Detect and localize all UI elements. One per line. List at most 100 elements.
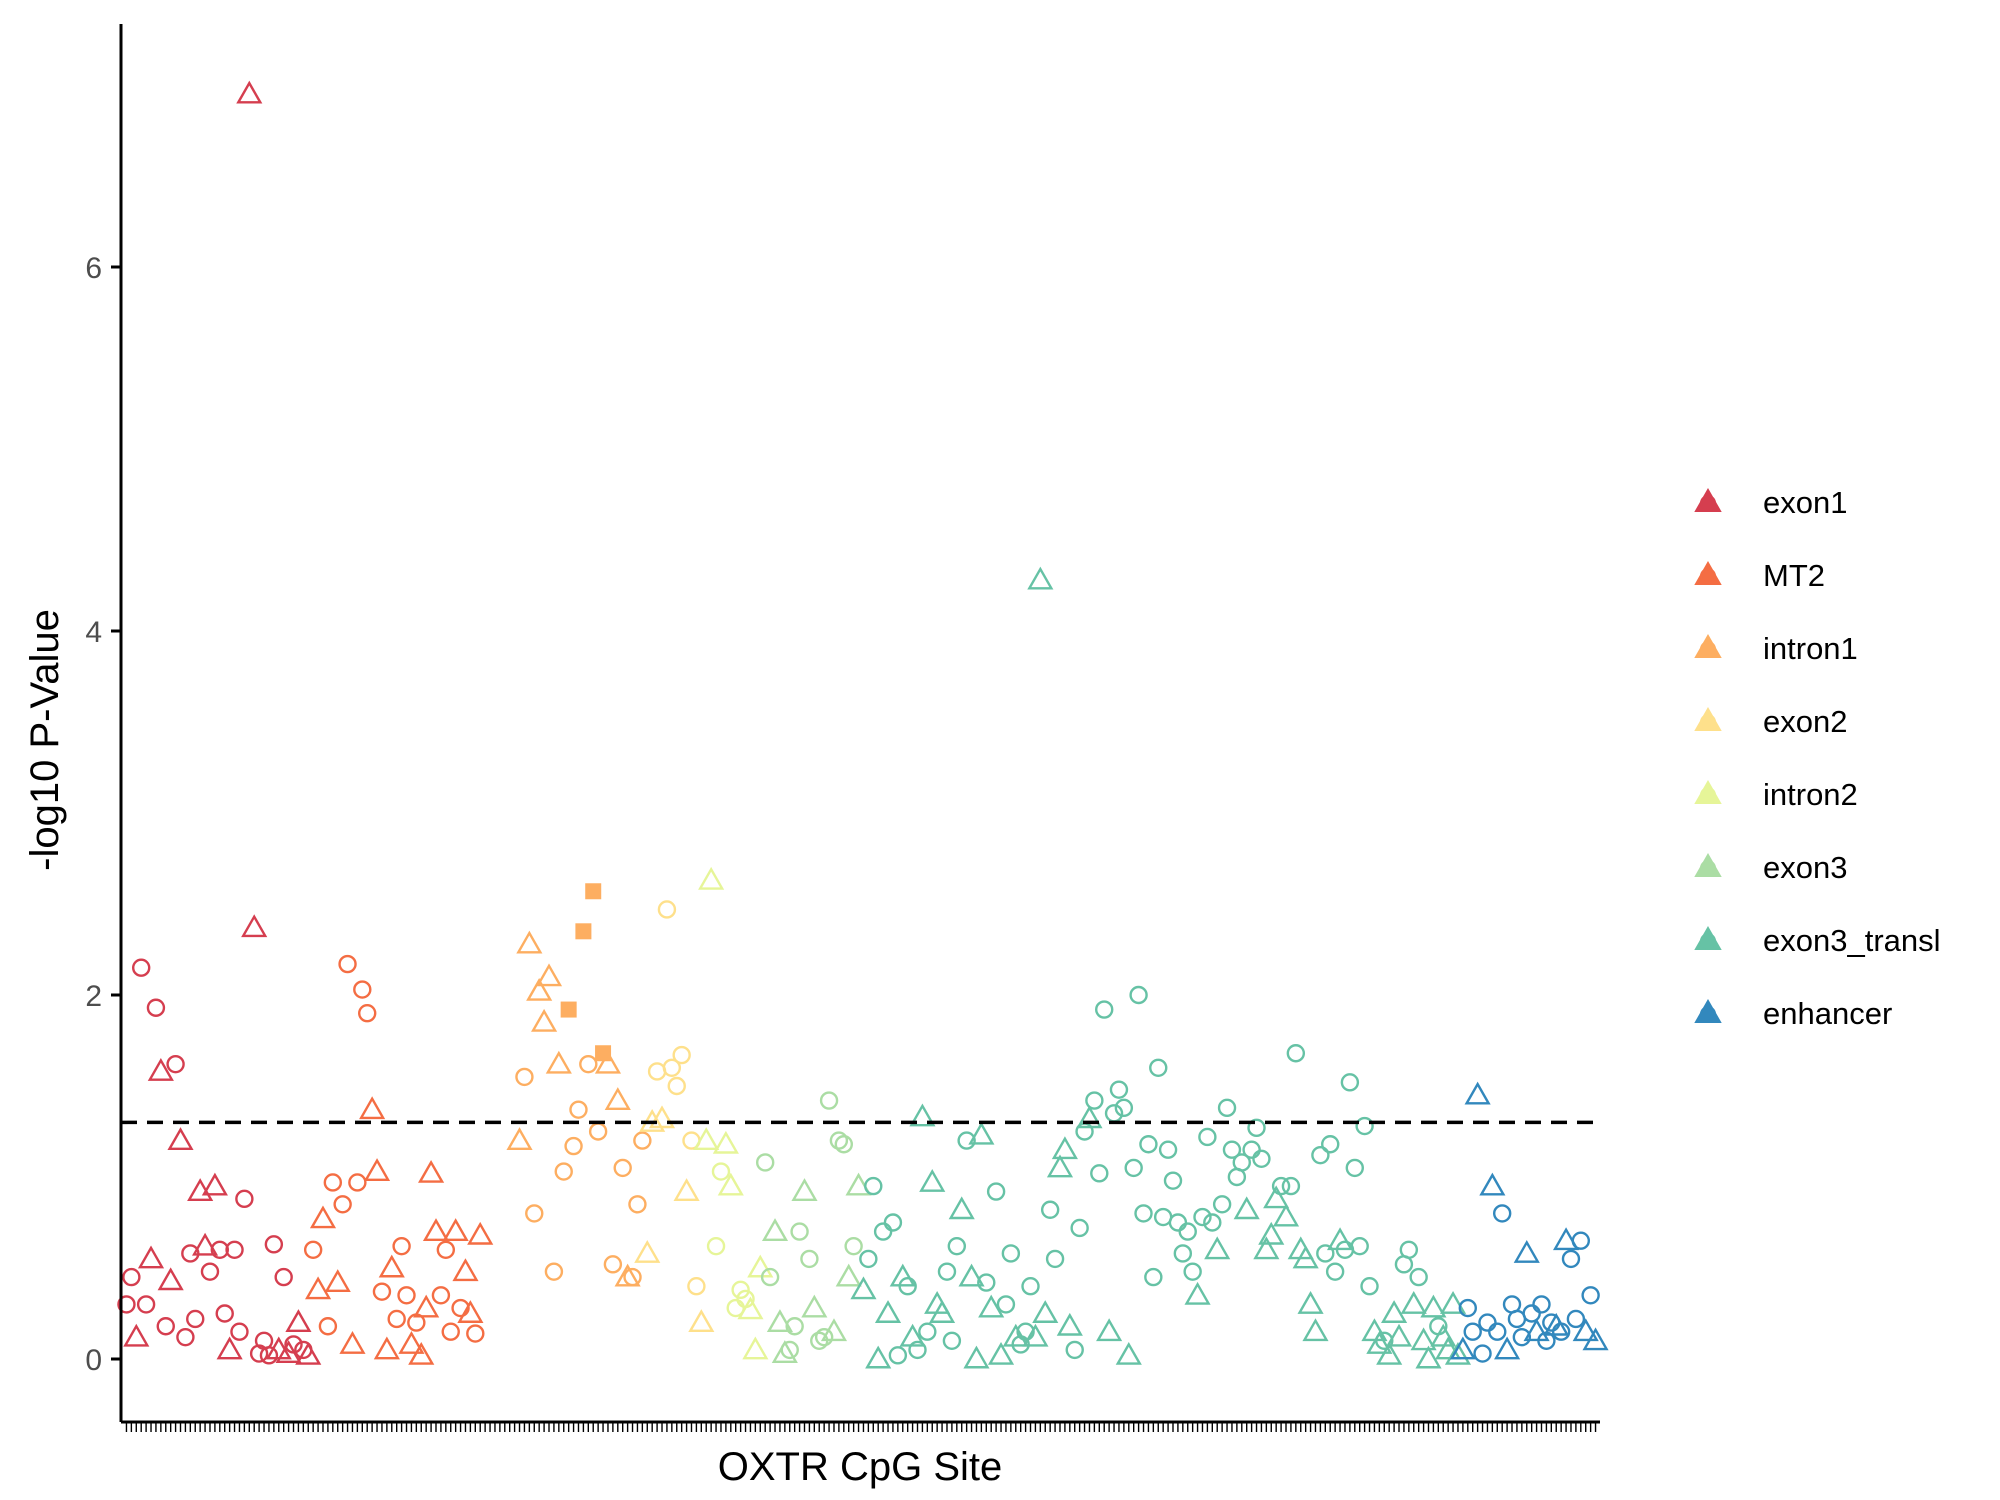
data-point-circle <box>647 1062 667 1081</box>
data-point-triangle <box>1297 1290 1324 1314</box>
legend-key-icon <box>1694 779 1722 804</box>
data-point-circle <box>1321 1135 1340 1154</box>
data-point-circle <box>176 1327 195 1347</box>
data-point-circle <box>564 1136 583 1156</box>
data-point-triangle <box>1096 1318 1123 1342</box>
data-point-triangle <box>137 1245 165 1269</box>
data-point-triangle <box>889 1263 916 1287</box>
data-point-circle <box>1271 1176 1291 1196</box>
data-point-circle <box>230 1322 249 1341</box>
data-point-circle <box>986 1182 1006 1201</box>
y-tick-label: 6 <box>85 252 102 285</box>
data-point-triangle <box>123 1323 150 1347</box>
series-exon3 <box>755 1091 872 1363</box>
series-intron1 <box>506 883 652 1287</box>
legend-item-exon2: exon2 <box>1694 704 1847 739</box>
data-point-triangle <box>339 1331 366 1354</box>
data-point-triangle <box>1056 1312 1083 1336</box>
data-point-triangle <box>865 1345 892 1369</box>
data-point-triangle <box>717 1172 744 1196</box>
legend-key-icon <box>1694 998 1722 1023</box>
data-point-triangle <box>1046 1154 1074 1178</box>
data-point-circle <box>814 1327 834 1347</box>
data-point-circle <box>1124 1158 1143 1178</box>
data-point-circle <box>466 1324 485 1343</box>
data-point-circle <box>146 998 166 1017</box>
data-point-circle <box>1222 1140 1242 1159</box>
data-point-triangle <box>373 1336 400 1360</box>
data-point-circle <box>1561 1249 1581 1269</box>
data-point-circle <box>996 1295 1016 1314</box>
data-point-circle <box>628 1195 647 1214</box>
data-point-triangle <box>614 1263 641 1287</box>
data-point-triangle <box>1385 1323 1413 1347</box>
data-point-triangle <box>295 1341 322 1365</box>
data-point-triangle <box>1439 1290 1467 1314</box>
data-point-triangle <box>442 1218 469 1242</box>
data-point-triangle <box>1302 1318 1329 1342</box>
data-point-circle <box>908 1340 927 1360</box>
data-point-circle <box>657 900 677 919</box>
data-point-triangle <box>1258 1221 1285 1245</box>
data-point-circle <box>225 1240 244 1260</box>
data-point-circle <box>1316 1244 1335 1263</box>
data-point-circle <box>1311 1145 1330 1165</box>
data-point-triangle <box>422 1218 450 1242</box>
legend-key-icon <box>1694 925 1722 950</box>
data-point-triangle <box>1479 1172 1506 1196</box>
data-point-circle <box>1114 1098 1134 1118</box>
data-point-circle <box>1144 1267 1163 1287</box>
data-point-circle <box>819 1091 839 1110</box>
data-point-triangle <box>1253 1236 1280 1260</box>
data-point-square <box>595 1045 612 1062</box>
data-point-circle <box>633 1131 652 1150</box>
legend-key-circle <box>1700 641 1716 657</box>
data-point-triangle <box>305 1276 332 1300</box>
data-point-triangle <box>978 1294 1005 1318</box>
data-point-triangle <box>1051 1136 1078 1160</box>
data-point-triangle <box>157 1267 184 1291</box>
data-point-triangle <box>1494 1336 1521 1360</box>
data-point-circle <box>544 1262 564 1281</box>
legend-label: exon3 <box>1763 850 1847 885</box>
data-point-circle <box>834 1135 854 1154</box>
data-point-circle <box>1242 1140 1261 1159</box>
data-point-triangle <box>766 1309 793 1333</box>
data-point-circle <box>156 1317 175 1336</box>
data-point-circle <box>1522 1304 1541 1323</box>
data-point-circle <box>235 1189 254 1209</box>
legend-item-enhancer: enhancer <box>1694 996 1892 1031</box>
data-point-circle <box>1193 1207 1212 1227</box>
data-point-circle <box>1001 1244 1021 1263</box>
data-point-circle <box>274 1267 293 1287</box>
data-point-triangle <box>1115 1341 1142 1365</box>
data-point-triangle <box>604 1087 631 1111</box>
data-point-circle <box>859 1249 878 1269</box>
x-axis-ticks <box>125 1422 1597 1432</box>
legend: exon1 MT2 intron1 exon2 intron2 exon3 exon3_tr… <box>1694 485 1941 1031</box>
data-point-triangle <box>398 1331 425 1354</box>
series-intron2 <box>693 866 774 1360</box>
data-point-circle <box>1458 1298 1477 1318</box>
data-point-triangle <box>909 1103 936 1127</box>
data-point-triangle <box>1513 1240 1540 1263</box>
data-point-triangle <box>1184 1281 1211 1305</box>
data-point-circle <box>372 1282 392 1301</box>
data-point-triangle <box>712 1130 739 1154</box>
data-point-triangle <box>1204 1236 1231 1260</box>
data-point-circle <box>323 1173 343 1192</box>
data-point-circle <box>318 1317 338 1336</box>
data-point-triangle <box>1400 1290 1427 1314</box>
data-point-circle <box>667 1076 686 1096</box>
data-point-triangle <box>516 930 543 954</box>
legend-label: intron1 <box>1763 631 1858 666</box>
data-point-triangle <box>467 1221 494 1245</box>
data-point-triangle <box>1572 1318 1599 1342</box>
data-point-circle <box>1375 1331 1394 1351</box>
data-point-triangle <box>899 1323 926 1347</box>
legend-item-MT2: MT2 <box>1694 558 1825 593</box>
data-point-triangle <box>968 1121 995 1145</box>
data-point-circle <box>264 1235 284 1254</box>
data-point-triangle <box>987 1341 1015 1365</box>
